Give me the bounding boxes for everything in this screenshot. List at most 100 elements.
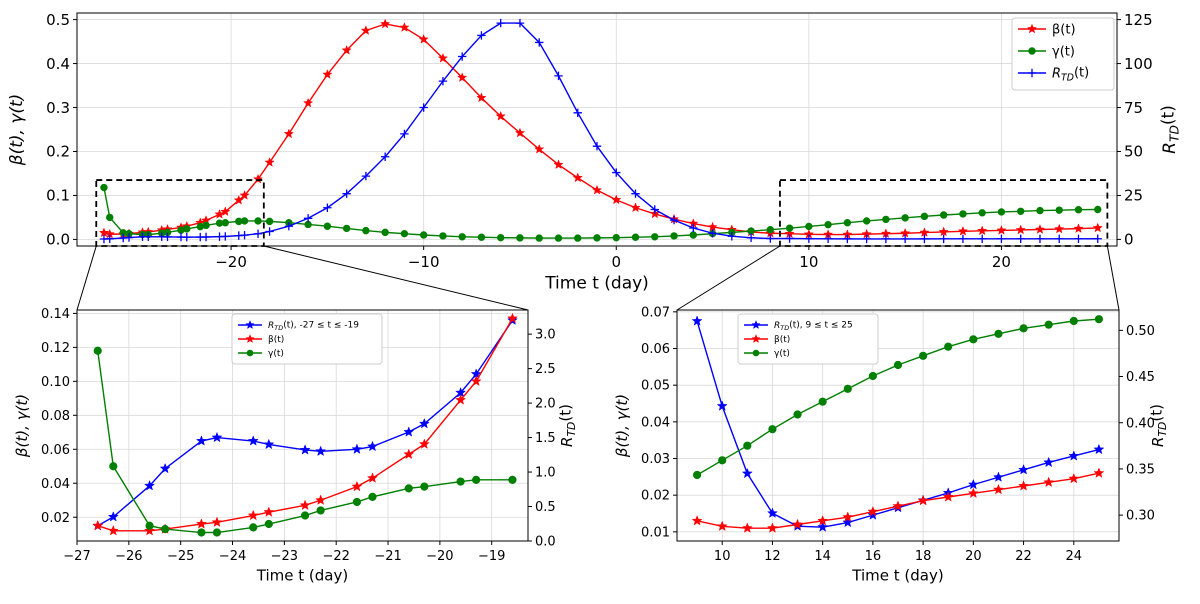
data-point <box>351 480 363 492</box>
series-3 <box>692 315 1104 480</box>
data-point <box>419 231 428 239</box>
data-point <box>98 227 110 238</box>
data-point <box>843 384 852 393</box>
data-point <box>939 211 948 219</box>
data-point <box>477 233 486 241</box>
data-point <box>843 234 852 244</box>
data-point <box>611 194 622 205</box>
data-point <box>418 33 429 44</box>
legend-box <box>737 313 879 365</box>
data-point <box>741 522 753 533</box>
legend-label: γ(t) <box>774 349 790 359</box>
data-point <box>351 443 363 454</box>
zoom-connector-line <box>676 245 781 311</box>
y-tick-label: 0.2 <box>46 143 70 161</box>
data-point <box>144 524 156 536</box>
data-point <box>977 225 988 236</box>
data-point <box>360 25 372 35</box>
data-point <box>716 400 728 411</box>
data-point <box>263 506 275 517</box>
data-point <box>239 190 250 200</box>
data-point <box>315 494 327 505</box>
x-tick-label: 0 <box>611 253 621 271</box>
data-point <box>1034 224 1046 234</box>
y2-tick-label: 125 <box>1124 11 1153 29</box>
data-point <box>144 232 153 241</box>
data-point <box>221 219 229 227</box>
data-point <box>161 525 170 534</box>
data-point <box>342 189 351 198</box>
data-point <box>221 232 230 241</box>
data-point <box>195 435 207 446</box>
legend-box <box>231 313 383 365</box>
data-point <box>920 234 929 244</box>
y-tick-label: 0.3 <box>46 99 70 117</box>
data-point <box>159 462 171 474</box>
data-point <box>691 515 703 526</box>
data-point <box>554 71 563 81</box>
data-point <box>92 519 104 531</box>
data-point <box>997 208 1006 216</box>
y2-tick-label: 100 <box>1124 55 1153 73</box>
data-point <box>747 227 755 235</box>
data-point <box>418 417 430 429</box>
data-point <box>917 494 929 506</box>
data-point <box>254 217 262 225</box>
data-point <box>868 371 877 381</box>
legend-label: RTD(t), -27 ≤ t ≤ -19 <box>268 320 359 332</box>
x-tick-label: 14 <box>814 549 831 564</box>
data-point <box>109 462 118 471</box>
data-point <box>100 183 108 192</box>
data-point <box>419 103 428 112</box>
data-point <box>768 425 777 434</box>
data-point <box>420 482 429 491</box>
y-tick-label: 0.01 <box>641 525 670 540</box>
data-point <box>593 234 601 242</box>
data-point <box>144 480 156 491</box>
y-tick-label: 0.02 <box>641 489 670 504</box>
data-point <box>1068 472 1080 484</box>
data-point <box>631 189 640 198</box>
y-tick-label: 0.12 <box>41 341 70 356</box>
x-tick-label: 24 <box>1066 549 1083 564</box>
data-point <box>727 232 737 241</box>
chart-panel-1: −20 −10 0 10 20 0.0 0.1 0.2 0.3 0.4 0.5 0 25 50 75 100 1… <box>7 11 1182 294</box>
data-point <box>689 231 697 239</box>
data-point <box>957 225 969 236</box>
x-tick-label: 10 <box>799 253 818 271</box>
legend-swatch-marker <box>752 349 760 357</box>
x-tick-label: −23 <box>271 549 298 564</box>
data-point <box>1069 316 1078 326</box>
data-point <box>284 222 294 231</box>
x-tick-label: −26 <box>115 549 142 564</box>
y2-tick-label: 0.45 <box>1126 370 1155 385</box>
y2-tick-label: 3.0 <box>535 328 556 343</box>
data-point <box>496 18 505 28</box>
legend-swatch-marker <box>246 349 254 357</box>
data-point <box>514 127 526 138</box>
chart-panel-3: 10 12 14 16 18 20 22 24 0.01 0.02 0.03 0.04 0.05 0.06… <box>613 305 1169 584</box>
x-tick-label: 12 <box>764 549 781 564</box>
chart-panel-2: −27 −26 −25 −24 −23 −22 −21 −20 −19 0.02 0.04 0.06 0… <box>13 307 578 584</box>
y2-tick-label: 25 <box>1124 187 1143 205</box>
data-point <box>670 232 678 240</box>
y2-tick-label: 0.35 <box>1126 462 1155 477</box>
data-point <box>1036 206 1044 215</box>
data-point <box>476 92 487 103</box>
data-point <box>265 217 274 226</box>
data-point <box>958 234 968 244</box>
y2-tick-label: 1.0 <box>535 466 556 481</box>
data-point <box>212 528 222 537</box>
data-point <box>1044 320 1053 329</box>
data-point <box>437 52 449 63</box>
zoom-connector-line <box>1106 245 1120 311</box>
data-point <box>506 312 518 324</box>
y-tick-label: 0.14 <box>41 307 70 322</box>
data-point <box>881 234 891 244</box>
legend-label: RTD(t), 9 ≤ t ≤ 25 <box>774 320 853 332</box>
data-point <box>824 220 832 229</box>
y-tick-label: 0.4 <box>46 55 70 73</box>
legend-label: γ(t) <box>268 349 284 359</box>
data-point <box>1094 315 1104 324</box>
data-point <box>669 215 679 225</box>
